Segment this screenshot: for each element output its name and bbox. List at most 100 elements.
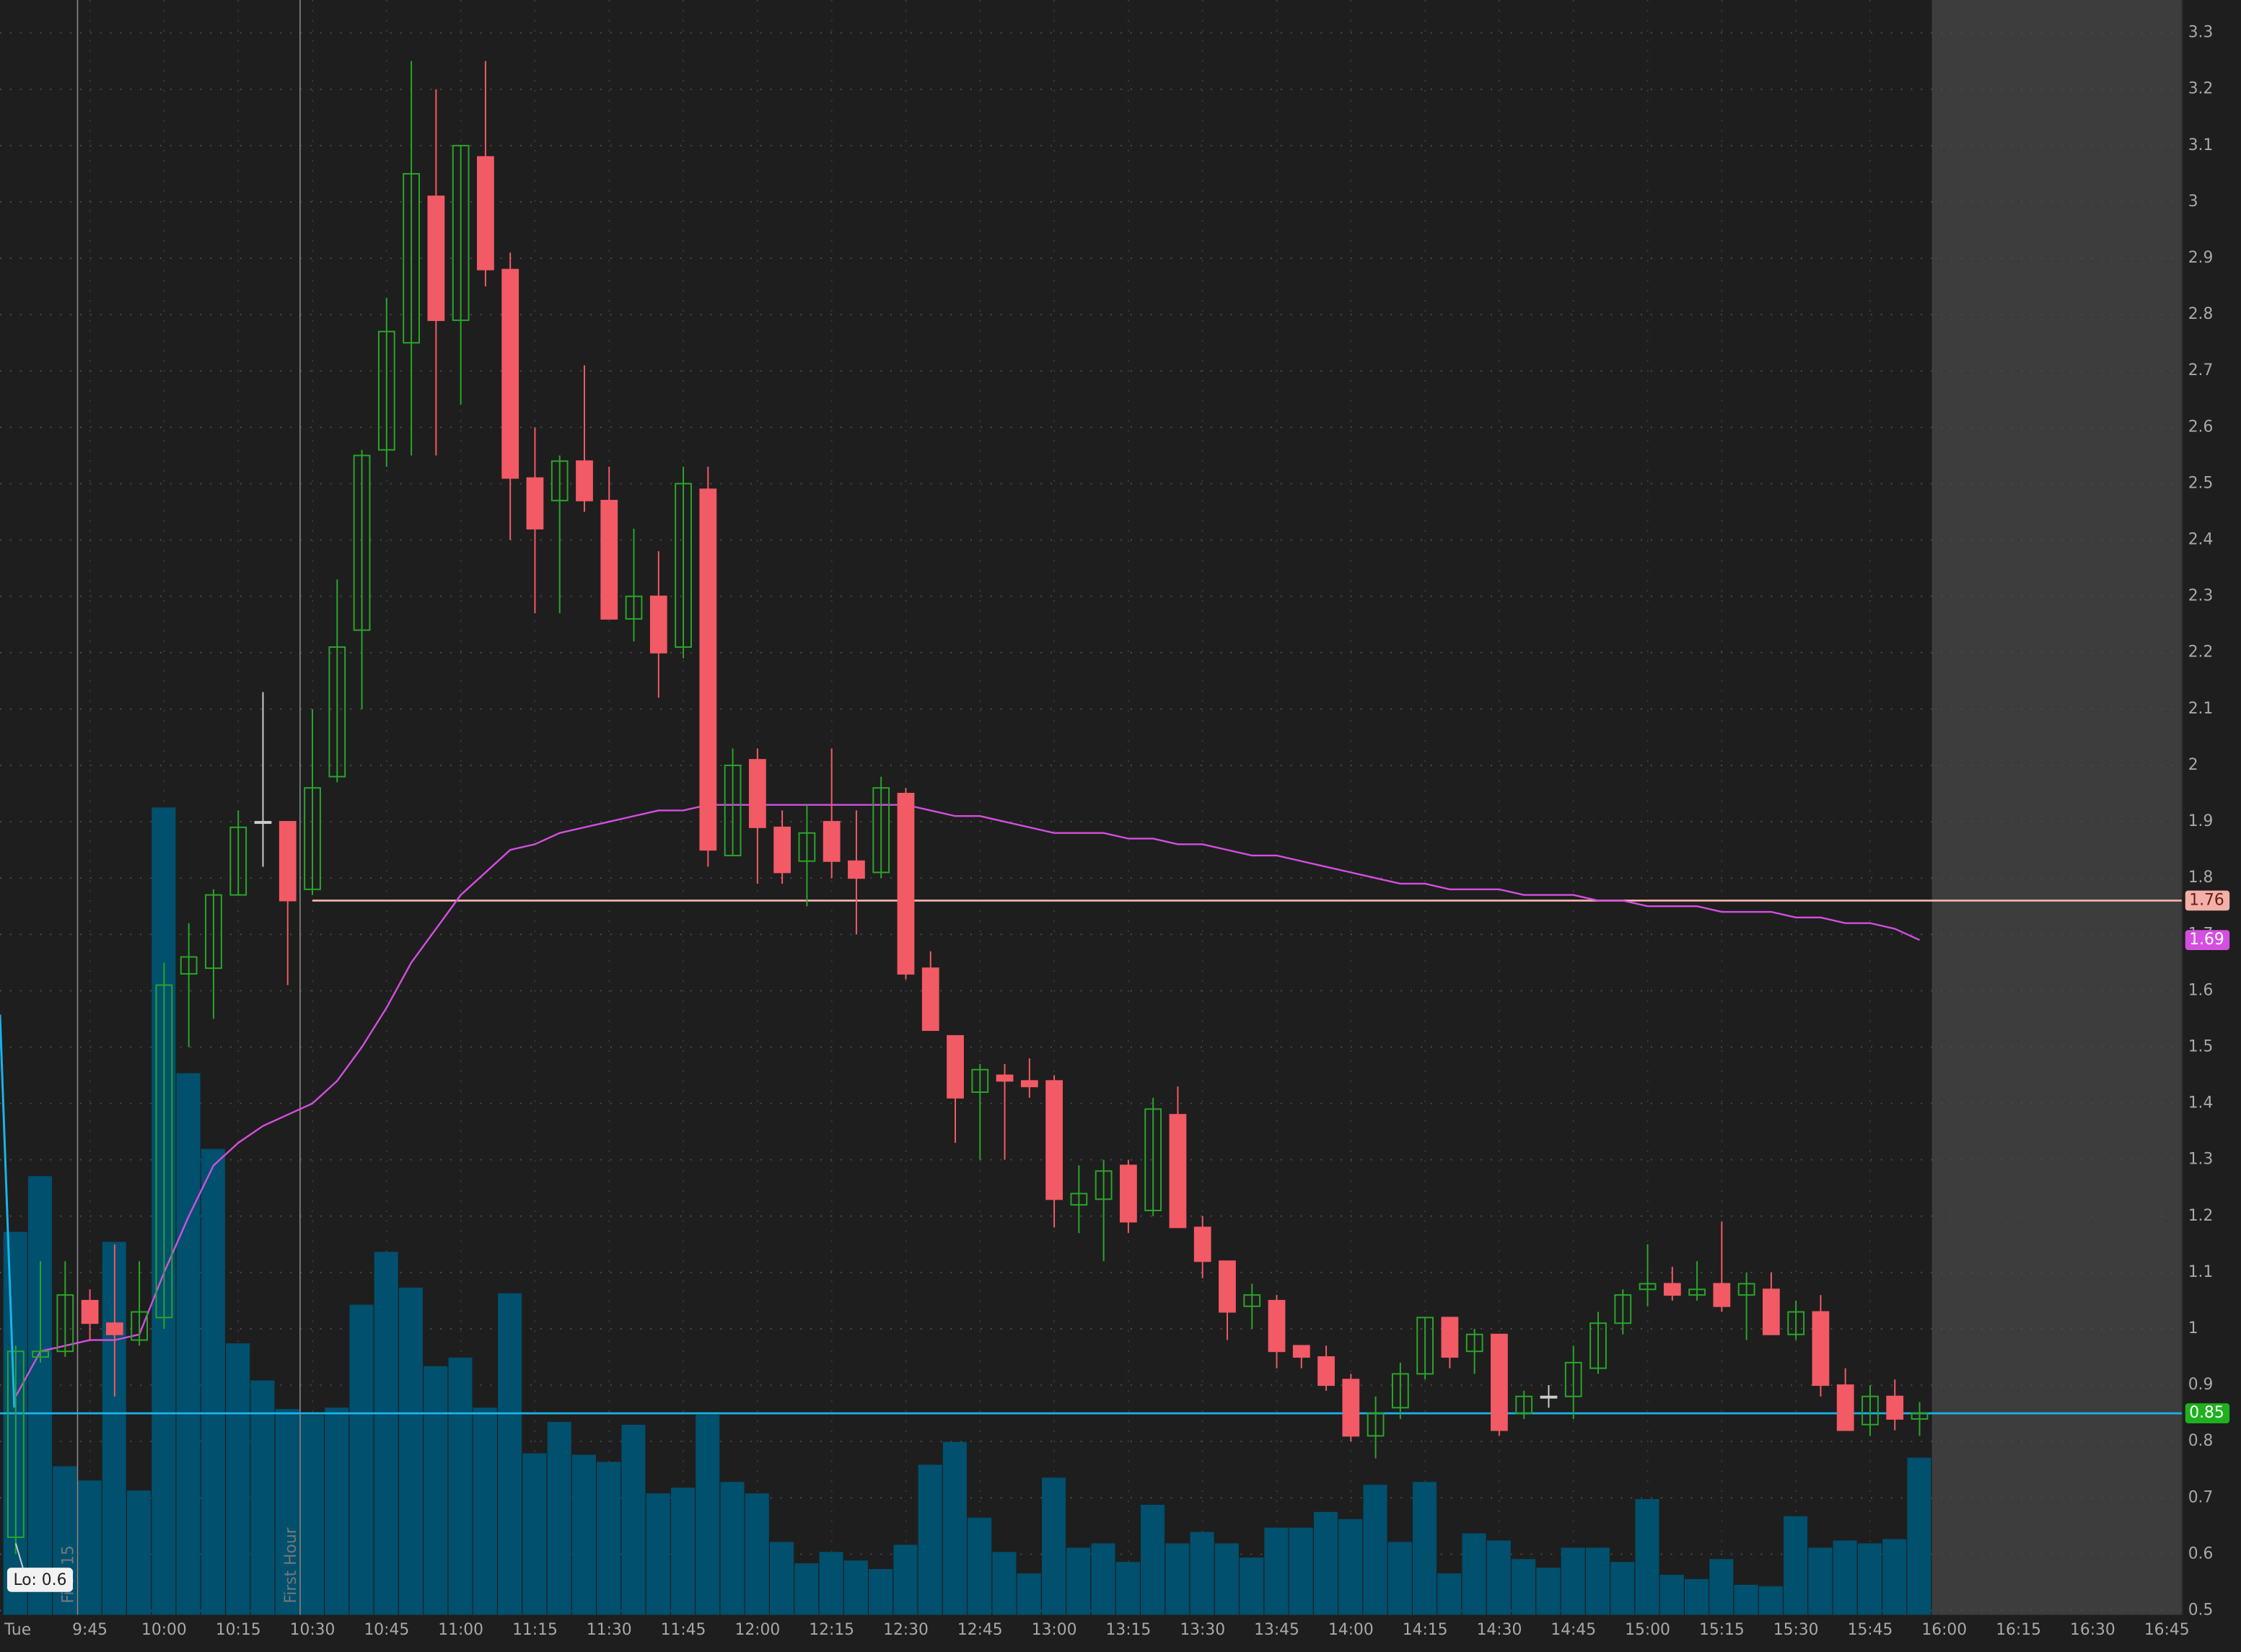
x-tick-label: 14:30 xyxy=(1477,1621,1522,1639)
volume-bar xyxy=(893,1545,918,1615)
y-tick-label: 2.1 xyxy=(2188,700,2214,718)
volume-bar xyxy=(1536,1568,1561,1615)
y-tick-label: 3.1 xyxy=(2188,136,2214,154)
candle-body xyxy=(600,499,618,620)
y-tick-label: 1.3 xyxy=(2188,1151,2214,1169)
volume-bar xyxy=(696,1415,720,1615)
candle-body xyxy=(551,460,569,501)
x-tick-label: 12:45 xyxy=(957,1621,1003,1639)
price-tag-label: 0.85 xyxy=(2189,1404,2224,1422)
volume-bar xyxy=(1462,1533,1486,1615)
candle-body xyxy=(1836,1384,1854,1431)
y-tick-label: 2.3 xyxy=(2188,587,2214,605)
candle-body xyxy=(1416,1317,1434,1375)
y-tick-label: 1 xyxy=(2188,1319,2198,1337)
volume-bar xyxy=(1684,1578,1709,1615)
plot-layer xyxy=(0,0,2183,1615)
y-tick-label: 3 xyxy=(2188,193,2198,211)
volume-bar xyxy=(127,1490,152,1615)
candle-body xyxy=(377,330,395,451)
x-tick-label: 16:45 xyxy=(2144,1621,2190,1639)
x-tick-label: 9:45 xyxy=(72,1621,108,1639)
volume-bar xyxy=(1387,1542,1412,1615)
volume-bar xyxy=(473,1407,497,1615)
volume-bar xyxy=(1017,1573,1041,1615)
y-tick-label: 3.3 xyxy=(2188,24,2214,42)
price-tag-label: 1.76 xyxy=(2189,891,2224,909)
volume-bar xyxy=(819,1552,843,1615)
volume-bar xyxy=(1486,1540,1511,1615)
candle-body xyxy=(1391,1373,1409,1409)
y-tick-label: 1.8 xyxy=(2188,869,2214,887)
candle-body xyxy=(649,595,667,654)
y-tick-label: 0.7 xyxy=(2188,1488,2214,1506)
candle-body xyxy=(996,1074,1014,1082)
low-annotation: Lo: 0.6 xyxy=(13,1571,66,1589)
candle-body xyxy=(155,984,173,1319)
volume-bar xyxy=(670,1488,695,1615)
candle-body xyxy=(748,759,766,828)
y-tick-label: 1.5 xyxy=(2188,1037,2214,1055)
candle-body xyxy=(947,1034,964,1099)
x-tick-label: 14:00 xyxy=(1328,1621,1374,1639)
x-tick-label: 10:45 xyxy=(364,1621,409,1639)
vwap-line xyxy=(14,804,1920,1397)
x-tick-label: 14:45 xyxy=(1551,1621,1596,1639)
candle-body xyxy=(1095,1170,1113,1200)
candle-body xyxy=(254,821,272,825)
candle-body xyxy=(1737,1283,1755,1296)
volume-bar xyxy=(325,1407,349,1615)
volume-bar xyxy=(571,1454,596,1615)
volume-bar xyxy=(1659,1574,1684,1615)
y-tick-label: 1.9 xyxy=(2188,812,2214,830)
y-tick-label: 2.9 xyxy=(2188,249,2214,267)
x-tick-label: 13:15 xyxy=(1106,1621,1152,1639)
y-tick-label: 0.5 xyxy=(2188,1601,2214,1619)
volume-bar xyxy=(374,1252,398,1615)
candle-body xyxy=(1045,1080,1063,1200)
x-tick-label: 15:00 xyxy=(1625,1621,1670,1639)
x-tick-label: 10:30 xyxy=(290,1621,336,1639)
candle-body xyxy=(1639,1283,1657,1291)
low-annotation-box xyxy=(6,1568,74,1592)
extended-hours-shade xyxy=(1931,0,2183,1615)
volume-bar xyxy=(27,1176,53,1615)
candle-body xyxy=(1219,1260,1236,1313)
volume-bar xyxy=(1635,1498,1659,1615)
volume-bar xyxy=(201,1148,225,1615)
volume-bar xyxy=(498,1293,522,1615)
x-tick-label: 15:15 xyxy=(1699,1621,1745,1639)
volume-bar xyxy=(1585,1547,1610,1615)
candle-body xyxy=(823,821,841,862)
candle-body xyxy=(576,460,593,501)
x-tick-label: 10:15 xyxy=(216,1621,261,1639)
x-tick-label: 15:30 xyxy=(1773,1621,1819,1639)
y-tick-label: 2.7 xyxy=(2188,361,2214,379)
candle-body xyxy=(1120,1164,1137,1223)
y-tick-label: 2 xyxy=(2188,756,2198,774)
candle-body xyxy=(897,793,915,975)
volume-bar xyxy=(176,1073,201,1615)
y-tick-label: 1.1 xyxy=(2188,1263,2214,1281)
candle-body xyxy=(1441,1317,1459,1358)
candle-body xyxy=(105,1322,123,1335)
candle-body xyxy=(921,967,939,1032)
volume-bar xyxy=(77,1480,102,1615)
volume-bar xyxy=(1289,1527,1313,1615)
volume-bar xyxy=(1734,1584,1758,1615)
candle-body xyxy=(1342,1379,1360,1437)
x-tick-label: 12:15 xyxy=(809,1621,854,1639)
candle-body xyxy=(971,1068,989,1093)
candle-body xyxy=(675,483,692,648)
overlay-layer: 0.50.60.70.80.911.11.21.31.41.51.61.71.8… xyxy=(60,0,2230,1639)
price-tag xyxy=(2185,1403,2230,1424)
candle-body xyxy=(353,454,371,631)
candle-body xyxy=(56,1294,74,1353)
candle-body xyxy=(279,821,297,902)
x-tick-label: 11:15 xyxy=(512,1621,558,1639)
volume-bar xyxy=(1709,1559,1734,1615)
candle-body xyxy=(304,787,321,890)
x-tick-label: 12:00 xyxy=(734,1621,780,1639)
candle-body xyxy=(724,764,742,856)
